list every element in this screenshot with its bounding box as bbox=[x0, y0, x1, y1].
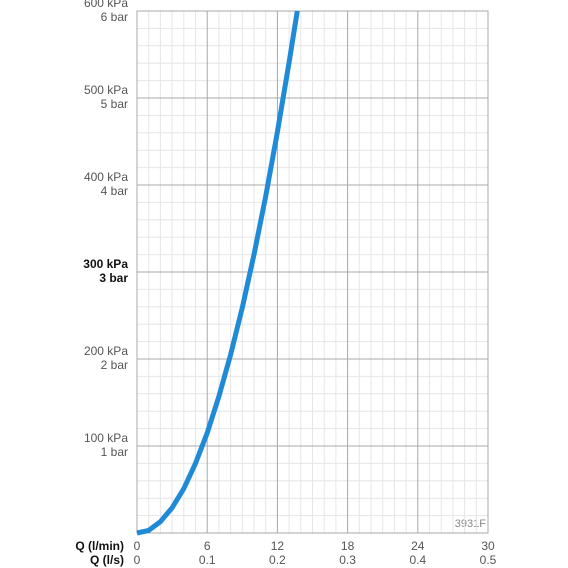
y-tick-label: 500 kPa bbox=[84, 83, 128, 97]
y2-tick-label: 6 bar bbox=[101, 10, 128, 24]
y-tick-label: 600 kPa bbox=[84, 0, 128, 10]
x2-tick-label: 0.4 bbox=[409, 553, 426, 567]
x2-tick-label: 0 bbox=[134, 553, 141, 567]
x-axis-label: Q (l/min) bbox=[75, 539, 124, 553]
x-tick-label: 18 bbox=[341, 539, 355, 553]
x-tick-label: 30 bbox=[481, 539, 495, 553]
x-tick-label: 6 bbox=[204, 539, 211, 553]
x2-tick-label: 0.1 bbox=[199, 553, 216, 567]
y2-tick-label: 1 bar bbox=[101, 445, 128, 459]
y-tick-label: 100 kPa bbox=[84, 431, 128, 445]
x2-tick-label: 0.3 bbox=[339, 553, 356, 567]
x2-axis-label: Q (l/s) bbox=[90, 553, 124, 567]
y2-tick-label: 5 bar bbox=[101, 97, 128, 111]
x-tick-label: 24 bbox=[411, 539, 425, 553]
plot-frame bbox=[136, 10, 489, 534]
y-tick-label: 300 kPa bbox=[83, 257, 128, 271]
x2-tick-label: 0.5 bbox=[480, 553, 497, 567]
x2-tick-label: 0.2 bbox=[269, 553, 286, 567]
y-tick-label: 200 kPa bbox=[84, 344, 128, 358]
annotation: 3931F bbox=[455, 518, 486, 530]
y2-tick-label: 3 bar bbox=[99, 271, 128, 285]
data-line bbox=[136, 10, 300, 536]
y2-tick-label: 2 bar bbox=[101, 358, 128, 372]
y2-tick-label: 4 bar bbox=[101, 184, 128, 198]
x-tick-label: 12 bbox=[271, 539, 285, 553]
x-tick-label: 0 bbox=[134, 539, 141, 553]
y-tick-label: 400 kPa bbox=[84, 170, 128, 184]
